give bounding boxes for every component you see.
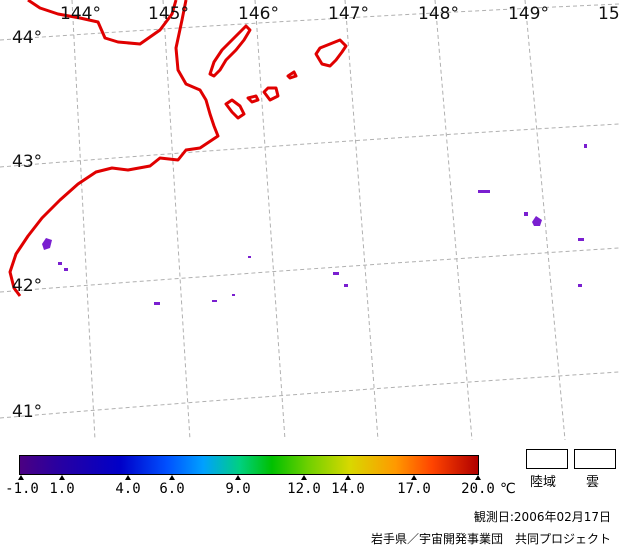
colorbar-unit: ℃: [500, 481, 516, 497]
colorbar-tick-label: 20.0: [461, 481, 495, 497]
latitude-label: 41°: [12, 402, 43, 422]
credit-text: 岩手県／宇宙開発事業団 共同プロジェクト: [370, 532, 611, 546]
colorbar-tick-label: 12.0: [287, 481, 321, 497]
colorbar-tickmark: [475, 475, 481, 480]
sst-patch: [58, 262, 62, 265]
sst-patch: [344, 284, 348, 287]
meridian-145: [162, 0, 191, 440]
longitude-label: 147°: [328, 4, 369, 24]
sst-patch: [578, 284, 582, 287]
colorbar-tick-label: 14.0: [331, 481, 365, 497]
meridian-144: [71, 0, 96, 440]
colorbar-tickmark: [301, 475, 307, 480]
longitude-label: 145°: [148, 4, 189, 24]
coastline: [8, 0, 348, 297]
meridian-147: [344, 0, 379, 440]
sst-patch: [64, 268, 68, 271]
temperature-colorbar: [19, 455, 479, 475]
meridian-149: [524, 0, 566, 440]
parallel-43: [0, 123, 619, 168]
colorbar-tick-label: 1.0: [49, 481, 75, 497]
latitude-label: 42°: [12, 276, 43, 296]
colorbar-tick-label: 6.0: [159, 481, 185, 497]
meridian-146: [254, 0, 286, 440]
land-legend-label: 陸域: [530, 475, 557, 490]
parallel-42: [0, 247, 619, 293]
colorbar-tickmark: [125, 475, 131, 480]
colorbar-tickmark: [345, 475, 351, 480]
sst-patch: [232, 294, 235, 296]
colorbar-tickmark: [235, 475, 241, 480]
latitude-label: 44°: [12, 28, 43, 48]
colorbar-tick-label: 17.0: [397, 481, 431, 497]
sst-patch: [578, 238, 584, 241]
sea-surface-temperature-map: [0, 0, 619, 440]
longitude-label: 144°: [60, 4, 101, 24]
colorbar-tickmark: [18, 475, 24, 480]
sst-patch: [532, 216, 542, 226]
parallel-44: [0, 3, 619, 41]
colorbar-tick-label: 4.0: [115, 481, 141, 497]
sst-patch: [524, 212, 528, 216]
sst-patch: [42, 238, 52, 250]
sst-patch: [154, 302, 160, 305]
sst-patch: [584, 144, 587, 148]
land-legend-swatch: [526, 449, 568, 469]
longitude-label: 15: [598, 4, 619, 24]
longitude-label: 146°: [238, 4, 279, 24]
colorbar-tick-label: 9.0: [225, 481, 251, 497]
lat-lon-grid: [0, 0, 619, 440]
sst-patch: [333, 272, 339, 275]
colorbar-tick-label: -1.0: [5, 481, 39, 497]
longitude-label: 148°: [418, 4, 459, 24]
cloud-legend-label: 雲: [586, 475, 600, 490]
cloud-legend-swatch: [574, 449, 616, 469]
sst-patch: [478, 190, 490, 193]
sst-patch: [248, 256, 251, 258]
meridian-148: [434, 0, 473, 440]
colorbar-tickmark: [169, 475, 175, 480]
parallel-41: [0, 371, 619, 419]
colorbar-tickmark: [411, 475, 417, 480]
latitude-label: 43°: [12, 152, 43, 172]
colorbar-tickmark: [59, 475, 65, 480]
sst-patch: [212, 300, 217, 302]
sst-observation-patches: [42, 144, 587, 305]
observation-date: 観測日:2006年02月17日: [473, 510, 611, 524]
longitude-label: 149°: [508, 4, 549, 24]
